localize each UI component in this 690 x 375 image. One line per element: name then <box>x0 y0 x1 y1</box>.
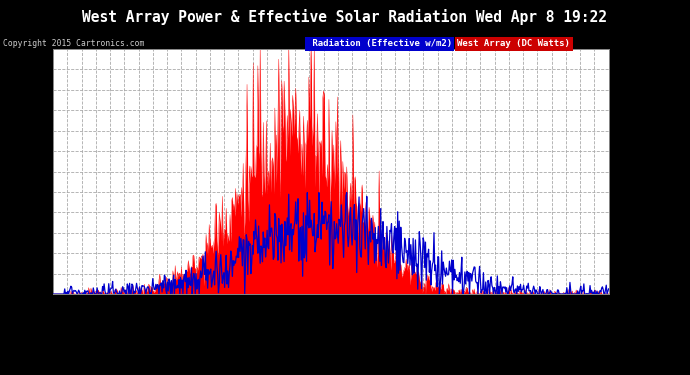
Text: West Array Power & Effective Solar Radiation Wed Apr 8 19:22: West Array Power & Effective Solar Radia… <box>83 9 607 26</box>
Text: Radiation (Effective w/m2): Radiation (Effective w/m2) <box>307 39 452 48</box>
Text: West Array (DC Watts): West Array (DC Watts) <box>457 39 571 48</box>
Text: Copyright 2015 Cartronics.com: Copyright 2015 Cartronics.com <box>3 39 145 48</box>
